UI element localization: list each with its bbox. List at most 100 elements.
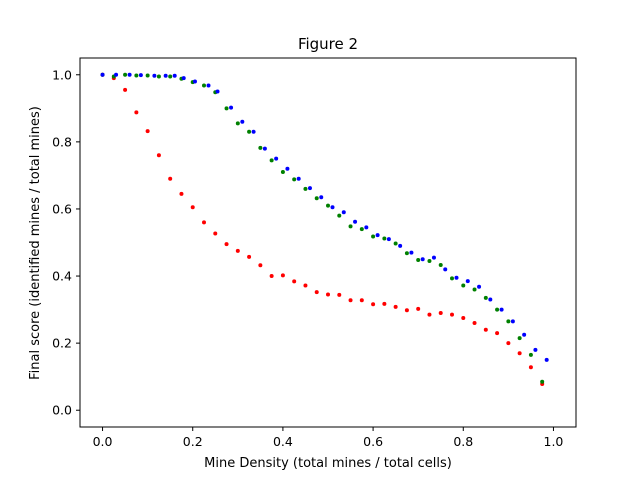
data-point <box>190 205 195 210</box>
x-tick-label: 1.0 <box>544 434 564 449</box>
data-point <box>540 379 545 384</box>
data-point <box>483 327 488 332</box>
data-point <box>461 315 466 320</box>
data-point <box>517 351 522 356</box>
y-tick-label: 0.0 <box>52 403 72 418</box>
data-point <box>224 106 229 111</box>
data-point <box>495 331 500 336</box>
data-point <box>123 87 128 92</box>
data-point <box>280 273 285 278</box>
data-point <box>499 307 504 312</box>
x-tick-label: 0.2 <box>183 434 203 449</box>
data-point <box>319 195 324 200</box>
data-point <box>337 213 342 218</box>
data-point <box>240 119 245 124</box>
data-point <box>163 73 168 78</box>
data-point <box>438 262 443 267</box>
x-axis-label: Mine Density (total mines / total cells) <box>204 456 452 471</box>
data-point <box>533 347 538 352</box>
data-point <box>465 279 470 284</box>
y-axis: 0.0 0.2 0.4 0.6 0.8 1.0 <box>52 67 80 418</box>
data-point <box>450 312 454 317</box>
data-point <box>314 196 319 201</box>
data-point <box>364 225 369 230</box>
data-point <box>544 357 549 362</box>
data-point <box>202 220 206 225</box>
data-point <box>416 306 421 311</box>
data-point <box>229 105 234 110</box>
data-point <box>202 83 206 88</box>
data-point <box>528 352 533 357</box>
data-point <box>145 129 150 134</box>
x-tick-label: 0.0 <box>93 434 113 449</box>
data-point <box>438 310 443 315</box>
data-point <box>382 301 387 306</box>
data-point <box>292 177 297 182</box>
data-point <box>303 283 308 288</box>
plot-points <box>100 72 549 387</box>
data-point <box>348 298 353 303</box>
data-point <box>409 250 414 255</box>
data-point <box>206 83 211 88</box>
data-point <box>404 308 409 313</box>
data-point <box>454 275 459 280</box>
data-point <box>215 89 220 94</box>
data-point <box>330 205 335 210</box>
data-point <box>292 279 297 284</box>
data-point <box>285 166 290 171</box>
data-point <box>472 287 477 292</box>
data-point <box>181 76 186 81</box>
data-point <box>262 146 267 151</box>
data-point <box>134 110 139 115</box>
x-axis: 0.0 0.2 0.4 0.6 0.8 1.0 <box>93 427 564 449</box>
data-point <box>192 79 197 84</box>
data-point <box>156 153 161 158</box>
data-point <box>506 341 511 346</box>
data-point <box>416 257 421 262</box>
data-point <box>420 257 425 262</box>
x-tick-label: 0.4 <box>273 434 293 449</box>
data-point <box>528 365 533 370</box>
data-point <box>431 255 436 260</box>
data-point <box>114 72 119 77</box>
data-point <box>427 258 432 263</box>
data-point <box>145 73 150 78</box>
data-point <box>450 276 454 281</box>
data-point <box>371 234 376 239</box>
data-point <box>461 283 466 288</box>
data-point <box>375 233 380 238</box>
data-point <box>179 191 184 196</box>
data-point <box>303 186 308 191</box>
data-point <box>477 284 482 289</box>
data-point <box>296 176 301 181</box>
data-point <box>443 267 448 272</box>
data-point <box>393 304 398 309</box>
data-point <box>156 74 161 79</box>
data-point <box>138 73 143 78</box>
data-point <box>168 74 173 79</box>
data-point <box>522 332 527 337</box>
data-point <box>127 72 132 77</box>
data-point <box>427 312 432 317</box>
data-point <box>488 297 493 302</box>
data-point <box>247 254 252 259</box>
y-tick-label: 0.4 <box>52 269 72 284</box>
data-point <box>152 73 157 78</box>
chart-title: Figure 2 <box>298 35 358 53</box>
data-point <box>495 307 500 312</box>
data-point <box>510 319 515 324</box>
data-point <box>258 263 263 268</box>
series-3 <box>100 72 549 362</box>
data-point <box>326 203 330 208</box>
y-axis-label: Final score (identified mines / total mi… <box>28 106 43 380</box>
data-point <box>348 224 353 229</box>
plot-frame <box>79 57 577 428</box>
x-tick-label: 0.6 <box>363 434 383 449</box>
series-2 <box>100 72 545 384</box>
data-point <box>359 298 364 303</box>
data-point <box>506 319 511 324</box>
data-point <box>359 227 364 232</box>
x-tick-label: 0.8 <box>453 434 473 449</box>
data-point <box>224 242 229 247</box>
